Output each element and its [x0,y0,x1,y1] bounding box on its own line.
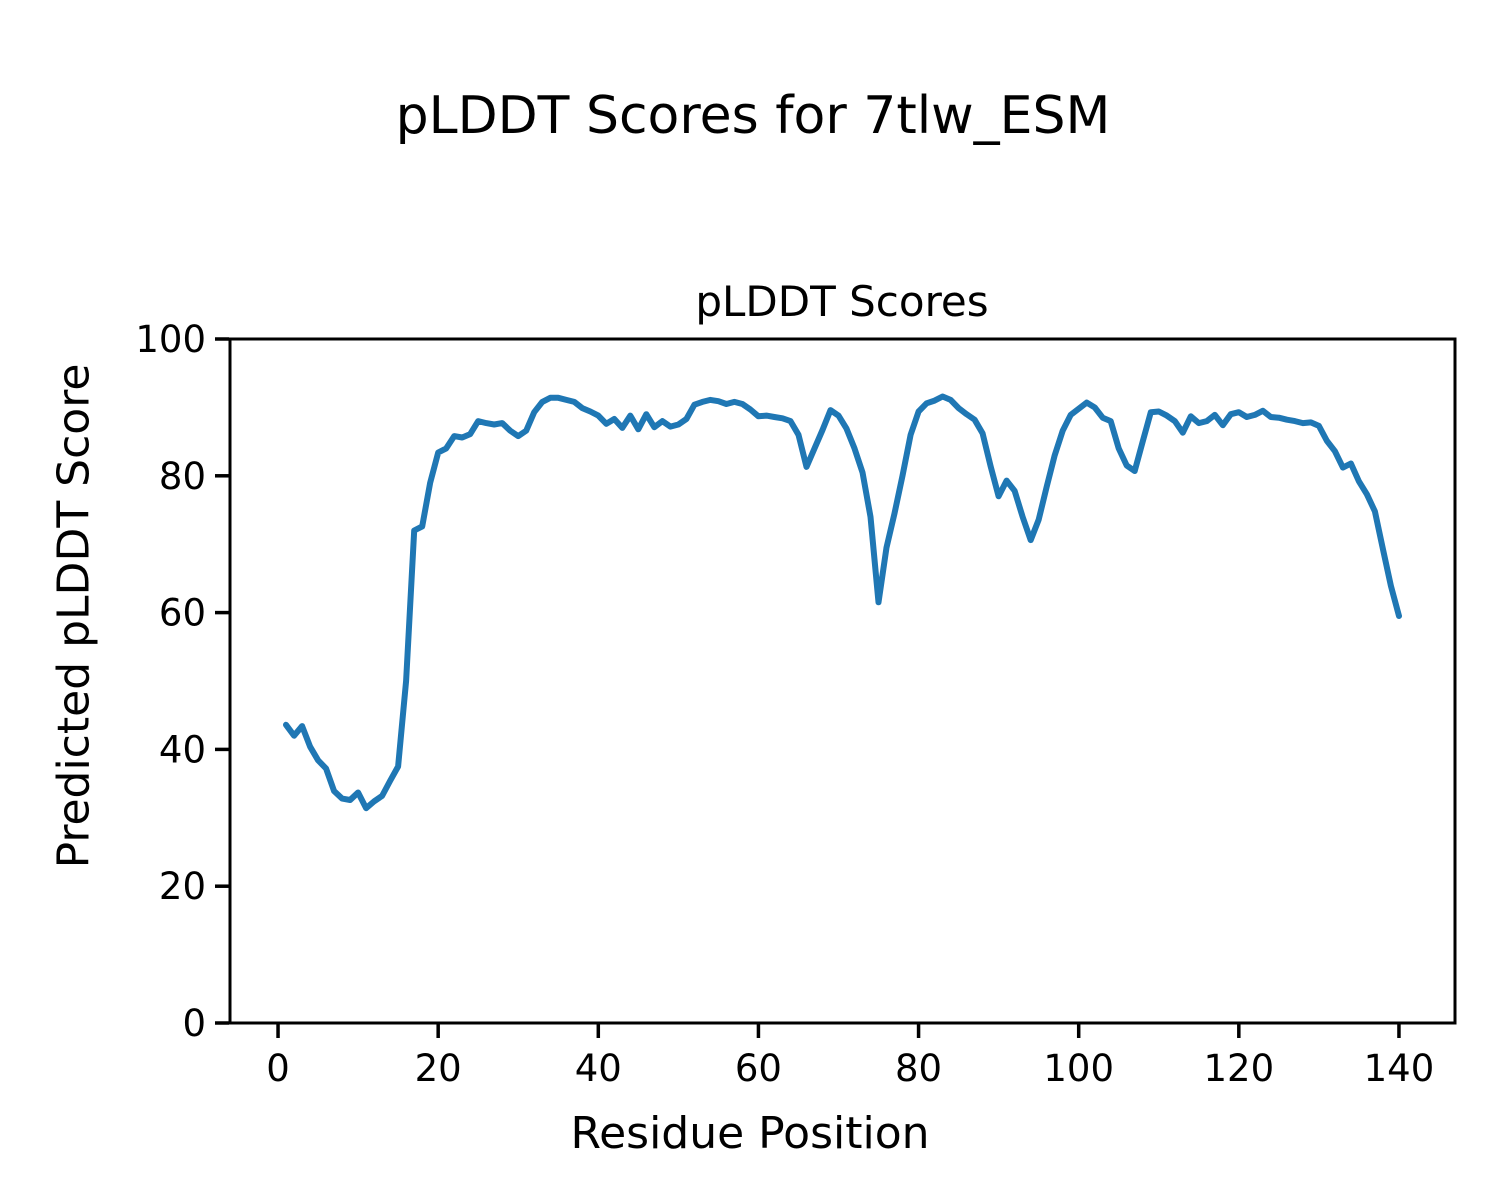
plddt-line [283,393,1402,812]
x-tick-label: 120 [1204,1047,1275,1090]
y-tick-label: 20 [159,865,206,908]
x-tick-label: 0 [266,1047,290,1090]
x-tick-label: 40 [575,1047,622,1090]
y-tick-label: 100 [135,318,206,361]
x-tick-label: 100 [1043,1047,1114,1090]
y-tick-label: 60 [159,592,206,635]
x-tick-label: 20 [415,1047,462,1090]
y-axis-label: Predicted pLDDT Score [48,363,100,869]
x-axis-label: Residue Position [570,1108,930,1159]
x-tick-label: 140 [1364,1047,1435,1090]
axes-frame [228,337,1457,1025]
y-tick-label: 40 [159,728,206,771]
x-tick-label: 80 [895,1047,942,1090]
y-tick-label: 0 [182,1002,206,1045]
y-tick-label: 80 [159,455,206,498]
figure-title: pLDDT Scores for 7tlw_ESM [395,86,1111,146]
x-tick-label: 60 [735,1047,782,1090]
axes-title: pLDDT Scores [695,277,989,326]
